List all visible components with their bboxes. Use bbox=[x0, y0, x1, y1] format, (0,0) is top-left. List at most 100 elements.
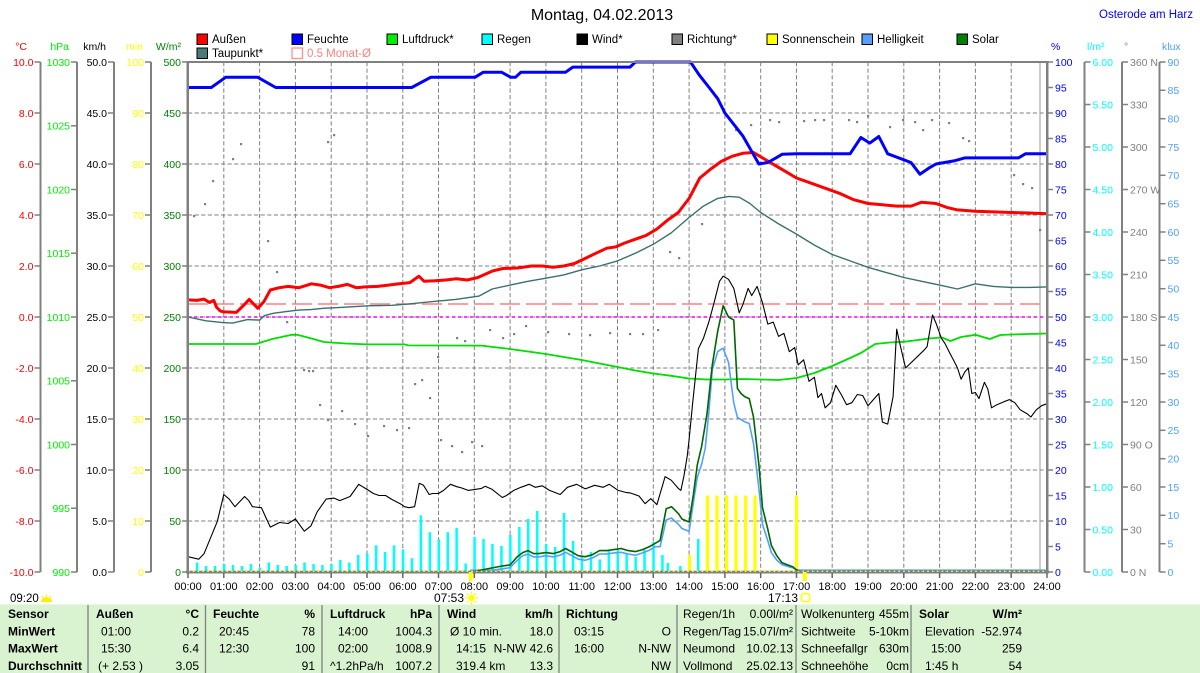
svg-text:0: 0 bbox=[1168, 567, 1174, 579]
svg-text:40: 40 bbox=[1168, 340, 1180, 352]
svg-text:19:00: 19:00 bbox=[854, 581, 882, 593]
svg-text:200: 200 bbox=[163, 363, 181, 375]
svg-text:70: 70 bbox=[132, 210, 144, 222]
svg-text:78: 78 bbox=[302, 624, 316, 638]
svg-text:Außen: Außen bbox=[212, 34, 246, 46]
svg-text:60: 60 bbox=[1168, 227, 1180, 239]
svg-text:Elevation: Elevation bbox=[925, 624, 974, 638]
svg-text:75: 75 bbox=[1168, 142, 1180, 154]
svg-text:5.00: 5.00 bbox=[1093, 142, 1114, 154]
svg-text:40.0: 40.0 bbox=[87, 159, 108, 171]
svg-text:5-10km: 5-10km bbox=[869, 624, 909, 638]
svg-text:30: 30 bbox=[132, 414, 144, 426]
svg-text:Osterode am Harz: Osterode am Harz bbox=[1099, 9, 1193, 21]
svg-text:Regen/1h: Regen/1h bbox=[683, 607, 735, 621]
svg-text:5: 5 bbox=[1055, 541, 1061, 553]
svg-text:100: 100 bbox=[1055, 57, 1073, 69]
svg-text:10: 10 bbox=[132, 516, 144, 528]
svg-text:10: 10 bbox=[1168, 510, 1180, 522]
svg-text:0.0: 0.0 bbox=[92, 567, 107, 579]
svg-text:1015: 1015 bbox=[47, 248, 71, 260]
svg-text:08:00: 08:00 bbox=[461, 581, 489, 593]
svg-text:40: 40 bbox=[132, 363, 144, 375]
svg-text:80: 80 bbox=[132, 159, 144, 171]
svg-text:1000: 1000 bbox=[47, 439, 71, 451]
svg-text:21:00: 21:00 bbox=[926, 581, 954, 593]
svg-text:60: 60 bbox=[1130, 482, 1142, 494]
svg-text:15.07l/m²: 15.07l/m² bbox=[743, 624, 793, 638]
svg-text:10: 10 bbox=[1055, 516, 1067, 528]
svg-text:630m: 630m bbox=[879, 642, 909, 656]
svg-text:250: 250 bbox=[163, 312, 181, 324]
svg-text:15: 15 bbox=[1168, 482, 1180, 494]
svg-text:270 W: 270 W bbox=[1130, 184, 1160, 196]
svg-text:18.0: 18.0 bbox=[530, 624, 554, 638]
svg-text:O: O bbox=[662, 624, 671, 638]
svg-text:02:00: 02:00 bbox=[246, 581, 274, 593]
svg-text:klux: klux bbox=[1162, 41, 1181, 53]
svg-text:45: 45 bbox=[1055, 337, 1067, 349]
svg-text:1.00: 1.00 bbox=[1093, 482, 1114, 494]
svg-text:14:00: 14:00 bbox=[338, 624, 368, 638]
svg-text:60: 60 bbox=[1055, 261, 1067, 273]
svg-text:10.0: 10.0 bbox=[87, 465, 108, 477]
svg-text:990: 990 bbox=[52, 567, 70, 579]
svg-text:NW: NW bbox=[651, 659, 672, 673]
svg-text:Regen/Tag: Regen/Tag bbox=[683, 624, 741, 638]
svg-text:300: 300 bbox=[163, 261, 181, 273]
svg-text:3.50: 3.50 bbox=[1093, 269, 1114, 281]
svg-text:70: 70 bbox=[1168, 170, 1180, 182]
svg-text:0: 0 bbox=[138, 567, 144, 579]
svg-text:Solar: Solar bbox=[972, 34, 999, 46]
svg-text:40: 40 bbox=[1055, 363, 1067, 375]
svg-text:%: % bbox=[1051, 41, 1060, 53]
svg-text:2.00: 2.00 bbox=[1093, 397, 1114, 409]
svg-text:Außen: Außen bbox=[96, 607, 133, 621]
svg-text:Durchschnitt: Durchschnitt bbox=[8, 659, 82, 673]
svg-text:MinWert: MinWert bbox=[8, 624, 55, 638]
svg-text:-52.974: -52.974 bbox=[981, 624, 1022, 638]
svg-text:0.00: 0.00 bbox=[1093, 567, 1114, 579]
svg-text:10.0: 10.0 bbox=[13, 57, 34, 69]
svg-text:30: 30 bbox=[1168, 397, 1180, 409]
svg-text:°C: °C bbox=[15, 41, 27, 53]
svg-text:25: 25 bbox=[1055, 439, 1067, 451]
svg-text:30: 30 bbox=[1055, 414, 1067, 426]
svg-text:14:00: 14:00 bbox=[675, 581, 703, 593]
svg-text:360 N: 360 N bbox=[1130, 57, 1158, 69]
svg-text:35: 35 bbox=[1055, 388, 1067, 400]
svg-text:°C: °C bbox=[186, 607, 200, 621]
svg-text:Neumond: Neumond bbox=[683, 642, 735, 656]
svg-text:6.00: 6.00 bbox=[1093, 57, 1114, 69]
svg-text:0.2: 0.2 bbox=[182, 624, 199, 638]
svg-text:65: 65 bbox=[1055, 235, 1067, 247]
svg-text:Wind*: Wind* bbox=[592, 34, 623, 46]
svg-text:5: 5 bbox=[1168, 539, 1174, 551]
svg-text:2.50: 2.50 bbox=[1093, 354, 1114, 366]
svg-text:91: 91 bbox=[302, 659, 316, 673]
svg-text:%: % bbox=[304, 607, 315, 621]
svg-text:240: 240 bbox=[1130, 227, 1148, 239]
svg-text:^1.2hPa/h: ^1.2hPa/h bbox=[330, 659, 384, 673]
svg-text:W/m²: W/m² bbox=[156, 41, 182, 53]
svg-text:400: 400 bbox=[163, 159, 181, 171]
svg-text:12:00: 12:00 bbox=[604, 581, 632, 593]
svg-text:1025: 1025 bbox=[47, 121, 71, 133]
svg-text:995: 995 bbox=[52, 503, 70, 515]
svg-text:17:13: 17:13 bbox=[768, 591, 798, 605]
svg-text:35.0: 35.0 bbox=[87, 210, 108, 222]
svg-text:30.0: 30.0 bbox=[87, 261, 108, 273]
svg-text:0.0: 0.0 bbox=[19, 312, 34, 324]
svg-text:14:15: 14:15 bbox=[456, 642, 486, 656]
svg-text:-10.0: -10.0 bbox=[10, 567, 34, 579]
svg-text:50: 50 bbox=[1055, 312, 1067, 324]
svg-text:11:00: 11:00 bbox=[568, 581, 595, 593]
svg-text:Richtung: Richtung bbox=[566, 607, 618, 621]
svg-text:100: 100 bbox=[126, 57, 144, 69]
svg-text:10:00: 10:00 bbox=[532, 581, 560, 593]
svg-text:55: 55 bbox=[1168, 255, 1180, 267]
svg-text:hPa: hPa bbox=[410, 607, 432, 621]
svg-text:16:00: 16:00 bbox=[747, 581, 775, 593]
svg-text:500: 500 bbox=[163, 57, 181, 69]
svg-text:-2.0: -2.0 bbox=[15, 363, 33, 375]
